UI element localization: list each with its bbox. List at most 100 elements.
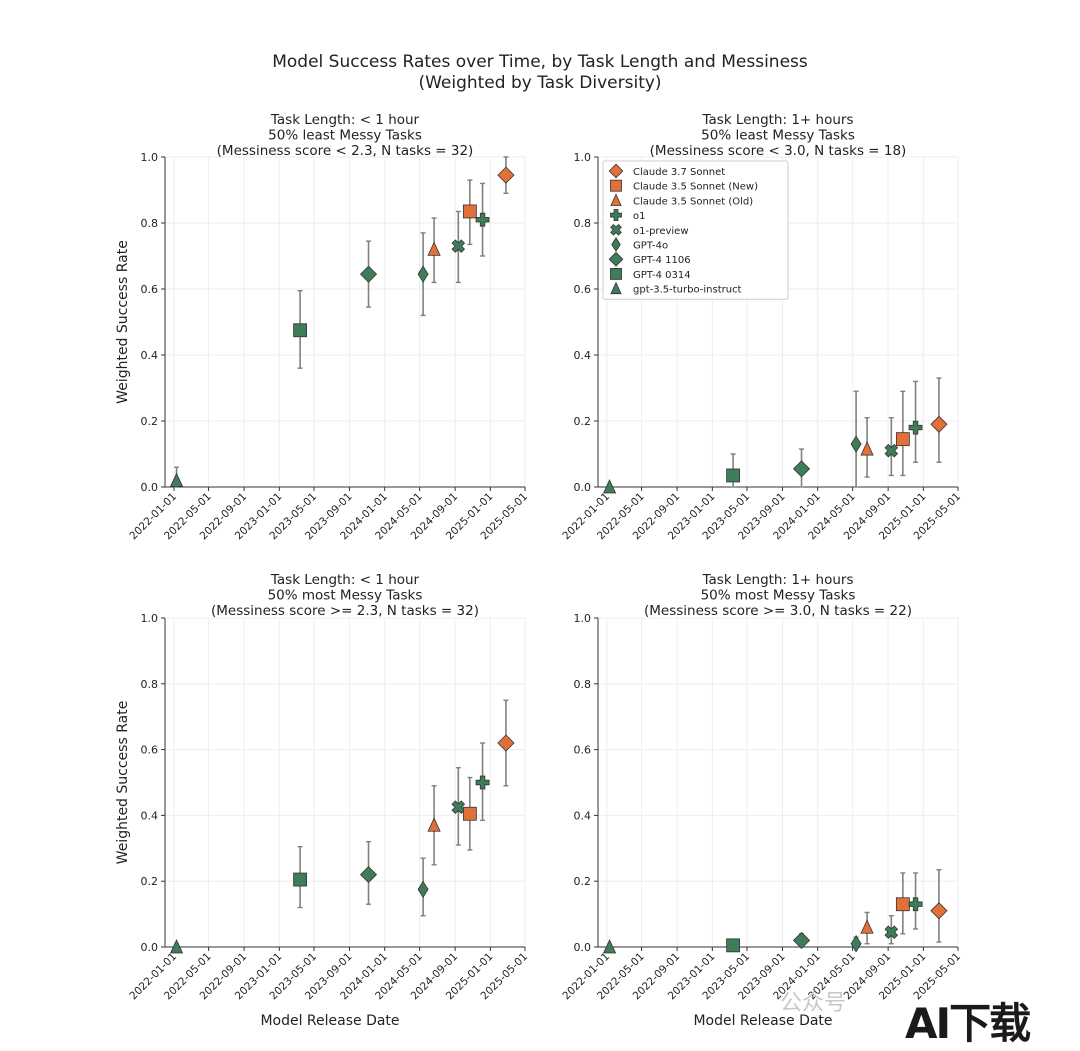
x-axis-label: Model Release Date [693,1013,832,1029]
data-point [293,872,308,887]
legend-box [602,160,789,300]
panel-title-line: (Messiness score >= 3.0, N tasks = 22) [644,603,912,619]
y-tick-label: 0.8 [574,678,592,691]
y-tick-label: 0.6 [574,283,592,296]
y-tick-label: 0.0 [141,481,159,494]
y-tick-label: 0.2 [574,875,592,888]
data-point [417,880,429,899]
data-point [497,166,515,184]
legend-label: o1-preview [633,226,689,237]
legend-label: Claude 3.7 Sonnet [633,167,725,178]
data-point [462,806,477,821]
y-tick-label: 0.0 [574,941,592,954]
legend-marker [610,281,622,295]
data-point [359,866,378,884]
figure-title-line1: Model Success Rates over Time, by Task L… [272,52,808,72]
y-axis-label: Weighted Success Rate [115,701,131,865]
figure-title-line2: (Weighted by Task Diversity) [418,73,662,93]
y-tick-label: 0.0 [141,941,159,954]
y-tick-label: 0.4 [141,349,159,362]
data-point [462,204,477,219]
panel-3 [161,617,526,954]
panel-title-line: Task Length: < 1 hour [270,572,420,588]
legend-marker [610,209,622,222]
y-tick-label: 0.4 [574,809,592,822]
data-point [497,734,515,752]
data-point [884,925,899,939]
panel-title-line: Task Length: 1+ hours [702,112,854,128]
legend-marker [611,236,621,253]
y-tick-label: 1.0 [574,612,592,625]
data-point [475,775,490,790]
data-point [726,938,741,953]
data-point [792,460,811,478]
data-point [475,212,490,227]
y-tick-label: 0.6 [141,283,159,296]
legend-label: GPT-4 0314 [633,270,691,281]
data-point [792,931,811,949]
data-point [884,443,899,458]
panel-title-line: 50% most Messy Tasks [268,588,423,604]
y-tick-label: 0.6 [141,744,159,757]
legend-marker [610,267,622,280]
panel-title-line: Task Length: < 1 hour [270,112,420,128]
data-point [850,934,862,953]
data-point [895,897,910,912]
y-tick-label: 1.0 [574,151,592,164]
y-tick-label: 0.8 [141,217,159,230]
y-tick-label: 0.6 [574,744,592,757]
panel-1 [161,156,526,491]
legend-label: GPT-4 1106 [633,255,691,266]
legend-marker [608,251,624,267]
data-point [359,265,378,283]
data-point [908,420,923,435]
y-tick-label: 1.0 [141,151,159,164]
legend-label: GPT-4o [633,241,668,252]
data-point [417,265,429,283]
data-point [602,939,617,954]
data-point [930,902,948,920]
legend-marker [610,223,622,236]
y-tick-label: 0.2 [141,875,159,888]
panel-title-line: 50% least Messy Tasks [701,128,855,144]
legend-marker [608,163,624,179]
data-point [451,800,466,814]
data-point [169,472,184,487]
panel-title-line: (Messiness score < 2.3, N tasks = 32) [217,143,474,159]
legend-label: gpt-3.5-turbo-instruct [633,285,742,296]
data-point [895,432,910,447]
data-point [908,897,923,912]
legend: Claude 3.7 Sonnet Claude 3.5 Sonnet (New)… [602,160,789,300]
y-tick-label: 0.2 [141,415,159,428]
y-tick-label: 0.8 [141,678,159,691]
data-point [427,241,441,256]
legend-marker [610,193,622,206]
y-tick-label: 0.4 [141,809,159,822]
watermark-caption: 公众号 [780,991,847,1016]
panel-title-line: Task Length: 1+ hours [702,572,854,588]
data-point [860,919,874,934]
legend-marker [610,179,622,192]
data-point [850,435,862,453]
legend-label: Claude 3.5 Sonnet (Old) [633,196,753,207]
data-point [427,817,441,832]
panel-2: Claude 3.7 Sonnet Claude 3.5 Sonnet (New)… [594,156,959,494]
y-tick-label: 0.0 [574,481,592,494]
data-point [293,323,308,338]
y-axis-label: Weighted Success Rate [115,240,131,404]
panel-title-line: 50% least Messy Tasks [268,128,422,144]
x-axis-label: Model Release Date [260,1013,399,1029]
panel-title-line: (Messiness score < 3.0, N tasks = 18) [650,143,907,159]
data-point [930,415,948,433]
panel-title-line: (Messiness score >= 2.3, N tasks = 32) [211,603,479,619]
data-point [451,239,466,253]
panel-title-line: 50% most Messy Tasks [701,588,856,604]
data-point [726,468,741,483]
data-point [602,479,617,494]
legend-label: Claude 3.5 Sonnet (New) [633,182,758,193]
data-point [169,939,184,954]
y-tick-label: 0.8 [574,217,592,230]
y-tick-label: 1.0 [141,612,159,625]
data-point [860,441,874,456]
